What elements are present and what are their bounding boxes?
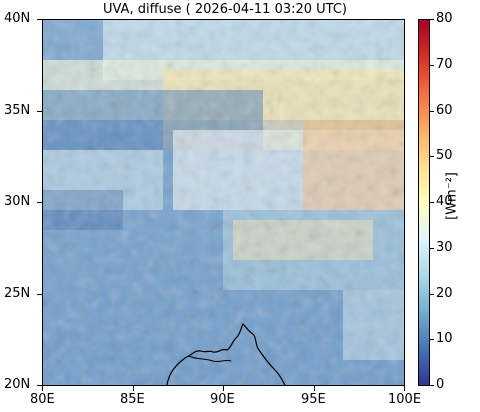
- x-tick-label: 100E: [388, 392, 422, 407]
- colorbar-tick-mark: [430, 156, 434, 157]
- colorbar-tick-label: 50: [436, 148, 453, 163]
- coastline-inner: [188, 355, 232, 363]
- colorbar-tick-label: 20: [436, 286, 453, 301]
- colorbar-tick-mark: [430, 294, 434, 295]
- y-tick-label: 30N: [4, 194, 31, 209]
- x-tick-label: 95E: [301, 392, 326, 407]
- y-tick-mark: [37, 385, 42, 386]
- plot-title: UVA, diffuse ( 2026-04-11 03:20 UTC): [102, 2, 348, 17]
- colorbar-tick-mark: [430, 111, 434, 112]
- y-tick-mark: [37, 111, 42, 112]
- colorbar: [418, 19, 430, 386]
- colorbar-tick-mark: [430, 339, 434, 340]
- x-tick-mark: [314, 386, 315, 391]
- x-tick-mark: [133, 386, 134, 391]
- colorbar-tick-mark: [430, 248, 434, 249]
- colorbar-tick-mark: [430, 65, 434, 66]
- map-field-svg: [43, 20, 404, 385]
- colorbar-unit-label: [Wm⁻²]: [444, 172, 460, 220]
- coastline: [166, 322, 286, 385]
- colorbar-tick-label: 10: [436, 331, 453, 346]
- colorbar-tick-label: 40: [436, 194, 453, 209]
- colorbar-tick-label: 0: [436, 377, 445, 392]
- x-tick-mark: [404, 386, 405, 391]
- x-tick-mark: [223, 386, 224, 391]
- y-tick-mark: [37, 294, 42, 295]
- colorbar-tick-label: 80: [436, 11, 453, 26]
- y-tick-label: 35N: [4, 103, 31, 118]
- x-tick-label: 85E: [120, 392, 145, 407]
- map-area: [42, 19, 405, 386]
- colorbar-tick-mark: [430, 385, 434, 386]
- y-tick-mark: [37, 19, 42, 20]
- y-tick-label: 25N: [4, 286, 31, 301]
- colorbar-tick-mark: [430, 202, 434, 203]
- y-tick-label: 20N: [4, 377, 31, 392]
- y-tick-label: 40N: [4, 11, 31, 26]
- x-tick-label: 80E: [30, 392, 55, 407]
- colorbar-tick-mark: [430, 19, 434, 20]
- colorbar-tick-label: 60: [436, 103, 453, 118]
- colorbar-tick-label: 70: [436, 57, 453, 72]
- y-tick-mark: [37, 202, 42, 203]
- colorbar-tick-label: 30: [436, 240, 453, 255]
- x-tick-label: 90E: [210, 392, 235, 407]
- x-tick-mark: [42, 386, 43, 391]
